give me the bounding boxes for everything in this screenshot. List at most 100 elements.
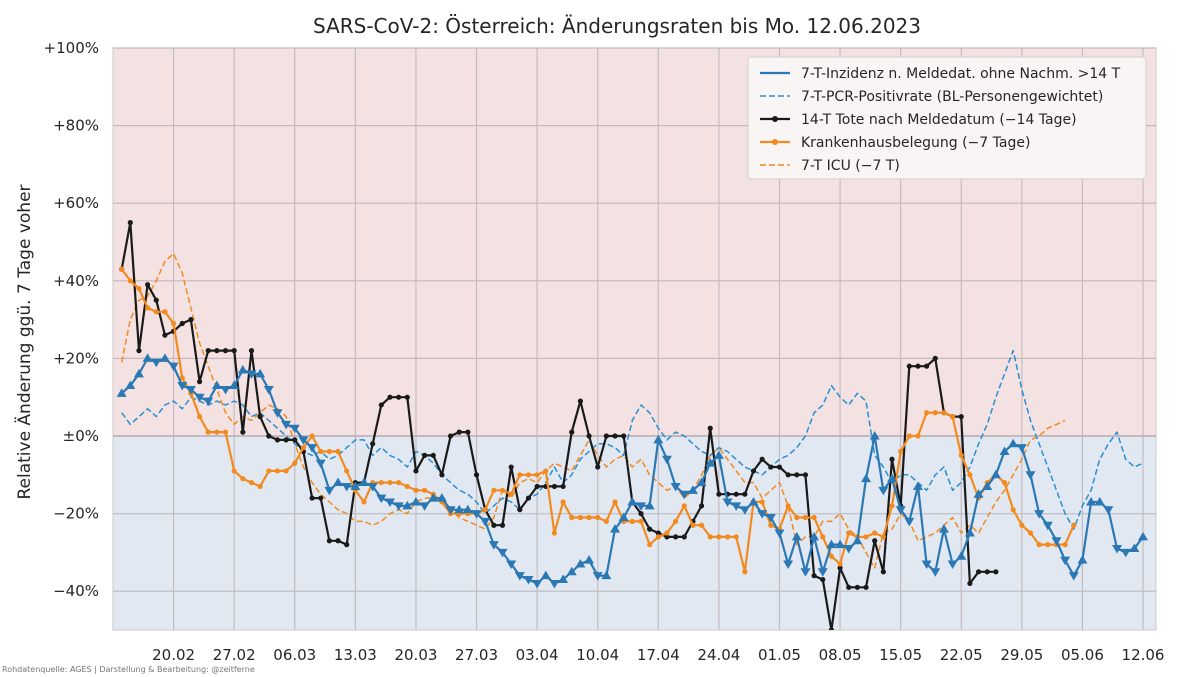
data-point — [205, 429, 211, 435]
data-point — [480, 517, 491, 527]
data-point — [488, 541, 499, 550]
data-point — [1120, 548, 1131, 558]
data-point — [300, 445, 307, 451]
data-point — [551, 530, 558, 536]
data-point — [335, 538, 341, 544]
data-point — [240, 429, 246, 435]
data-point — [162, 332, 168, 338]
data-point — [378, 402, 384, 408]
x-tick-label: 03.04 — [516, 646, 559, 664]
y-axis-label: Relative Änderung ggü. 7 Tage voher — [14, 184, 35, 499]
data-point — [318, 448, 324, 455]
data-point — [387, 394, 393, 400]
data-point — [904, 517, 915, 527]
data-point — [698, 522, 705, 528]
y-tick-label: ±0% — [63, 427, 99, 445]
x-tick-label: 20.02 — [152, 646, 195, 664]
data-point — [1034, 510, 1045, 519]
data-point — [517, 507, 523, 513]
data-point — [283, 468, 289, 474]
series-1 — [121, 349, 1144, 530]
data-point — [673, 518, 679, 524]
data-point — [742, 569, 748, 575]
x-tick-label: 22.05 — [940, 646, 983, 664]
x-tick-label: 17.04 — [637, 646, 680, 664]
data-point — [1103, 506, 1114, 515]
data-point — [906, 433, 912, 439]
data-point — [367, 482, 378, 492]
data-point — [333, 477, 344, 487]
data-point — [854, 584, 860, 590]
x-tick-label: 05.06 — [1061, 646, 1104, 664]
data-point — [984, 569, 990, 575]
data-point — [326, 448, 332, 455]
data-point — [292, 437, 298, 443]
data-point — [757, 510, 768, 519]
data-point — [670, 482, 681, 492]
data-point — [170, 320, 177, 327]
data-point — [698, 503, 705, 509]
data-point — [748, 496, 759, 506]
data-point — [465, 429, 471, 435]
legend-label: Krankenhausbelegung (−7 Tage) — [801, 135, 1030, 151]
data-point — [422, 487, 428, 493]
data-point — [774, 529, 785, 538]
data-point — [577, 514, 584, 521]
data-point — [653, 434, 664, 444]
data-point — [811, 514, 817, 521]
series-line — [121, 349, 1144, 530]
data-point — [439, 472, 445, 478]
data-point — [687, 485, 698, 494]
data-point — [185, 385, 196, 395]
data-point — [889, 503, 895, 509]
data-point — [638, 518, 644, 524]
data-point — [629, 518, 635, 524]
data-point — [549, 579, 560, 589]
data-point — [731, 502, 742, 511]
data-point — [1045, 542, 1051, 548]
data-point — [315, 459, 326, 469]
data-point — [324, 486, 335, 496]
data-point — [419, 502, 430, 511]
data-point — [237, 365, 248, 374]
data-point — [543, 468, 549, 474]
data-point — [938, 524, 949, 533]
y-tick-label: +80% — [53, 117, 99, 135]
data-point — [361, 499, 367, 505]
data-point — [499, 487, 506, 493]
data-point — [196, 414, 203, 420]
data-point — [540, 570, 551, 580]
data-point — [707, 425, 713, 431]
x-tick-labels: 20.02 27.02 06.03 13.03 20.03 27.03 03.04 10.04… — [152, 646, 1164, 664]
data-point — [750, 468, 757, 474]
data-point — [820, 534, 826, 540]
data-point — [878, 486, 889, 496]
data-point — [378, 479, 384, 486]
data-point — [422, 452, 428, 458]
data-point — [266, 468, 272, 474]
data-point — [523, 576, 534, 585]
data-point — [863, 584, 869, 590]
data-point — [344, 468, 350, 474]
data-point — [326, 538, 332, 544]
data-point — [785, 472, 791, 478]
data-point — [569, 514, 575, 521]
data-point — [673, 534, 679, 540]
data-point — [647, 542, 653, 548]
data-point — [612, 499, 618, 505]
y-tick-label: +20% — [53, 349, 99, 367]
data-point — [716, 491, 722, 497]
data-point — [447, 433, 454, 439]
data-point — [119, 266, 125, 272]
data-point — [335, 448, 341, 455]
data-point — [1077, 555, 1088, 564]
data-point — [214, 429, 220, 435]
data-point — [350, 481, 361, 490]
data-point — [647, 526, 653, 532]
data-point — [811, 573, 817, 579]
data-point — [116, 388, 127, 397]
data-point — [281, 420, 292, 430]
data-point — [802, 514, 809, 521]
series-0 — [116, 353, 1149, 589]
data-point — [508, 464, 514, 470]
